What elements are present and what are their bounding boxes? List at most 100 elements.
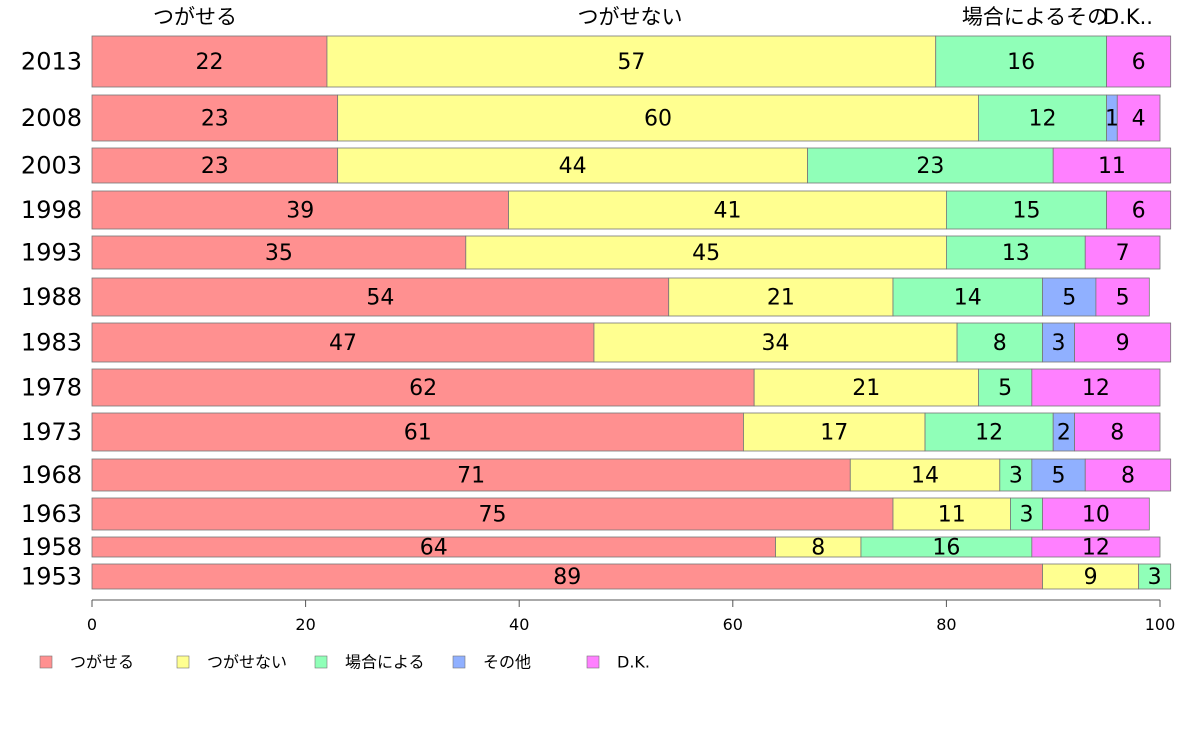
bar-segment (946, 190, 1108, 230)
data-label: 47 (329, 331, 357, 356)
data-label: 71 (457, 464, 485, 489)
bar-segment (935, 35, 1107, 88)
bar-segment (1138, 563, 1172, 590)
data-label: 3 (1009, 464, 1023, 489)
bar-segment (1074, 412, 1161, 452)
data-label: 5 (1062, 286, 1076, 311)
data-label: 2 (1057, 421, 1071, 446)
bar-segment (337, 94, 979, 142)
bar-segment (1042, 277, 1097, 317)
bar-segment (1084, 458, 1172, 492)
bar-segment (1010, 497, 1043, 531)
year-label: 1978 (21, 374, 82, 402)
data-label: 9 (1084, 565, 1098, 590)
bar-segment (1106, 190, 1172, 230)
year-label: 1958 (21, 533, 82, 561)
year-label: 1953 (21, 563, 82, 591)
year-label: 1963 (21, 500, 82, 528)
bar-segment (999, 458, 1033, 492)
data-label: 22 (195, 50, 223, 75)
bar-segment (593, 322, 958, 363)
data-label: 3 (1148, 565, 1162, 590)
data-label: 54 (366, 286, 394, 311)
legend-label: 場合による (345, 653, 425, 672)
legend-swatch (39, 655, 53, 669)
top-label: つがせる (153, 5, 237, 29)
x-tick-label: 80 (936, 615, 956, 634)
bar-segment (1095, 277, 1150, 317)
data-label: 6 (1132, 50, 1146, 75)
bar-segment (978, 368, 1033, 407)
bar-segment (91, 497, 894, 531)
data-label: 14 (954, 286, 982, 311)
bar-segment (465, 235, 947, 270)
bar-segment (956, 322, 1043, 363)
data-label: 61 (404, 421, 432, 446)
data-label: 17 (820, 421, 848, 446)
data-label: 13 (1002, 241, 1030, 266)
data-label: 8 (1110, 421, 1124, 446)
legend-swatch (176, 655, 190, 669)
bar-segment (91, 35, 328, 88)
data-label: 5 (1052, 464, 1066, 489)
data-label: 5 (998, 376, 1012, 401)
x-tick-label: 20 (295, 615, 315, 634)
data-label: 23 (201, 154, 229, 179)
bar-segment (91, 458, 851, 492)
bar-segment (1031, 536, 1161, 558)
data-label: 41 (713, 199, 741, 224)
bar-segment (91, 563, 1043, 590)
legend-label: つがせない (207, 653, 287, 672)
data-label: 57 (617, 50, 645, 75)
bar-segment (1042, 563, 1140, 590)
data-label: 64 (420, 536, 448, 561)
year-label: 2003 (21, 152, 82, 180)
data-label: 14 (911, 464, 939, 489)
bar-segment (91, 190, 509, 230)
data-label: 21 (767, 286, 795, 311)
data-label: 12 (1029, 107, 1057, 132)
data-label: 4 (1132, 107, 1146, 132)
bar-segment (91, 94, 339, 142)
x-tick-label: 60 (723, 615, 743, 634)
data-label: 9 (1116, 331, 1130, 356)
bar-segment (849, 458, 1001, 492)
bar-segment (508, 190, 947, 230)
bar-segment (946, 235, 1086, 270)
bar-segment (978, 94, 1108, 142)
bar-segment (1074, 322, 1172, 363)
bar-segment (743, 412, 926, 452)
x-tick-label: 40 (509, 615, 529, 634)
data-label: 60 (644, 107, 672, 132)
data-label: 3 (1020, 503, 1034, 528)
data-label: 23 (201, 107, 229, 132)
data-label: 8 (993, 331, 1007, 356)
bar-segment (1042, 497, 1150, 531)
data-label: 44 (559, 154, 587, 179)
data-label: 11 (938, 503, 966, 528)
legend-label: つがせる (70, 653, 134, 672)
data-label: 3 (1052, 331, 1066, 356)
data-label: 1 (1105, 107, 1119, 132)
data-label: 16 (932, 536, 960, 561)
year-label: 2008 (21, 104, 82, 132)
data-label: 6 (1132, 199, 1146, 224)
legend-swatch (314, 655, 328, 669)
legend-swatch (452, 655, 466, 669)
data-label: 11 (1098, 154, 1126, 179)
data-label: 15 (1013, 199, 1041, 224)
year-label: 1998 (21, 196, 82, 224)
data-label: 21 (852, 376, 880, 401)
year-label: 1993 (21, 239, 82, 267)
x-tick-label: 100 (1145, 615, 1176, 634)
data-label: 35 (265, 241, 293, 266)
year-label: 1968 (21, 461, 82, 489)
bar-segment (1116, 94, 1161, 142)
data-label: 45 (692, 241, 720, 266)
bar-segment (326, 35, 937, 88)
year-label: 2013 (21, 48, 82, 76)
data-label: 8 (811, 536, 825, 561)
data-label: 10 (1082, 503, 1110, 528)
top-label: つがせない (578, 5, 683, 29)
legend-label: その他 (483, 653, 531, 672)
